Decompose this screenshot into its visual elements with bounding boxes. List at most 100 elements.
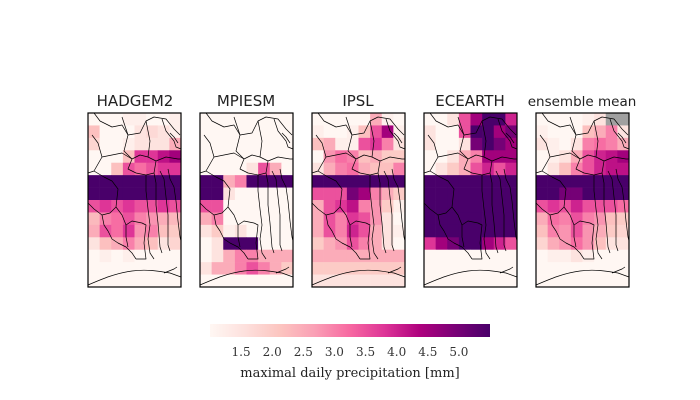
grid-cell — [458, 137, 471, 151]
grid-cell — [370, 125, 383, 139]
grid-cell — [269, 187, 282, 201]
country-border-line — [437, 214, 473, 260]
colorbar: 1.5 2.0 2.5 3.0 3.5 4.0 4.5 5.0 maximal daily p… — [210, 324, 490, 381]
grid-cell — [435, 274, 448, 288]
grid-cell — [570, 200, 583, 213]
grid-cell — [447, 249, 460, 263]
grid-cell — [505, 175, 518, 188]
country-border-line — [379, 156, 405, 162]
grid-cell — [99, 150, 112, 164]
grid-cell — [493, 224, 506, 238]
grid-cell — [470, 150, 483, 164]
grid-cell — [157, 262, 170, 275]
grid-cell — [605, 150, 618, 164]
grid-cell — [111, 175, 124, 188]
country-border-line — [101, 152, 133, 160]
grid-cell — [312, 212, 324, 226]
grid-cell — [424, 249, 436, 263]
grid-cell — [536, 162, 548, 176]
grid-cell — [281, 249, 294, 263]
grid-cell — [246, 224, 259, 238]
colorbar-tick-label: 3.0 — [325, 345, 344, 359]
country-border-line — [121, 116, 129, 136]
grid-cell — [99, 262, 112, 275]
country-border-line — [575, 116, 629, 136]
grid-cell — [559, 175, 572, 188]
grid-cell — [435, 150, 448, 164]
grid-cell — [470, 224, 483, 238]
grid-cell — [536, 249, 548, 263]
grid-cell — [122, 212, 135, 226]
grid-cell — [200, 212, 212, 226]
grid-cell — [482, 187, 495, 201]
grid-cell — [211, 137, 224, 151]
grid-cell — [536, 224, 548, 238]
grid-cell — [211, 212, 224, 226]
grid-cell — [323, 113, 336, 126]
grid-cell — [617, 125, 630, 139]
grid-cell — [146, 224, 159, 238]
grid-cell — [281, 237, 294, 251]
grid-cell — [393, 113, 406, 126]
grid-cell — [323, 224, 336, 238]
panel-frame-mpiesm — [199, 112, 294, 288]
grid-cell — [211, 150, 224, 164]
grid-cell — [435, 137, 448, 151]
panel-hadgem2: HADGEM2 — [87, 92, 182, 288]
grid-cell — [536, 187, 548, 201]
country-border-line — [503, 168, 518, 242]
country-border-line — [199, 269, 294, 286]
grid-cell — [582, 175, 595, 188]
grid-cell — [169, 125, 182, 139]
grid-cell — [134, 150, 147, 164]
grid-cell — [482, 137, 495, 151]
grid-cell — [358, 249, 371, 263]
grid-cell — [358, 274, 371, 288]
panel-title-ensemble-mean: ensemble mean — [528, 94, 637, 110]
grid-cell — [122, 113, 135, 126]
grid-cell — [493, 200, 506, 213]
grid-cell — [435, 113, 448, 126]
grid-cell — [582, 212, 595, 226]
grid-cell — [582, 274, 595, 288]
panel-ipsl: IPSL — [311, 92, 406, 288]
country-borders-mpiesm — [199, 112, 294, 286]
grid-cell — [223, 274, 236, 288]
country-border-line — [239, 116, 293, 136]
grid-cell — [146, 262, 159, 275]
country-borders-ensemble-mean — [535, 112, 630, 286]
grid-cell — [381, 200, 394, 213]
grid-cell — [335, 162, 348, 176]
grid-cell — [258, 237, 271, 251]
grid-cell — [570, 137, 583, 151]
grid-cell — [617, 200, 630, 213]
grid-cell — [269, 212, 282, 226]
grid-cell — [211, 262, 224, 275]
grid-cell — [88, 237, 100, 251]
precip-grid-ensemble-mean — [536, 113, 630, 288]
grid-cell — [323, 175, 336, 188]
grid-cell — [88, 262, 100, 275]
grid-cell — [335, 137, 348, 151]
grid-cell — [234, 187, 247, 201]
grid-cell — [447, 224, 460, 238]
panel-title-ecearth: ECEARTH — [435, 92, 504, 110]
grid-cell — [211, 224, 224, 238]
country-border-line — [153, 172, 163, 254]
colorbar-tick-label: 4.5 — [418, 345, 437, 359]
grid-cell — [335, 200, 348, 213]
grid-cell — [470, 200, 483, 213]
grid-cell — [88, 249, 100, 263]
grid-cell — [111, 249, 124, 263]
country-border-line — [457, 116, 465, 136]
country-border-line — [617, 132, 627, 144]
grid-cell — [570, 262, 583, 275]
grid-cell — [200, 274, 212, 288]
grid-cell — [323, 274, 336, 288]
grid-cell — [424, 262, 436, 275]
grid-cell — [246, 212, 259, 226]
grid-cell — [169, 224, 182, 238]
grid-cell — [505, 200, 518, 213]
grid-cell — [505, 237, 518, 251]
grid-cell — [559, 224, 572, 238]
